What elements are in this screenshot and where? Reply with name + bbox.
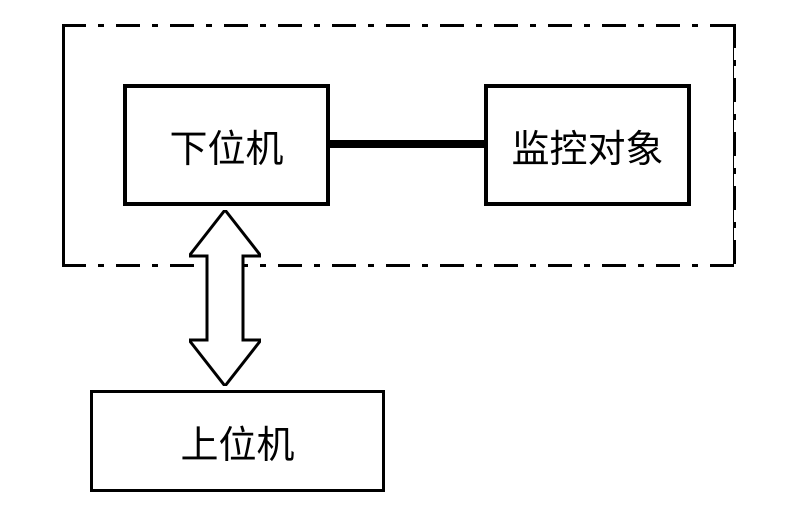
edge-lower-target [330, 140, 484, 148]
dashed-group-top [62, 24, 736, 27]
edge-lower-upper-double-arrow [189, 210, 261, 386]
node-upper-machine-label: 上位机 [180, 414, 294, 469]
dashed-group-bottom [62, 264, 736, 267]
dashed-group-left [62, 24, 65, 267]
node-monitor-target-label: 监控对象 [511, 118, 663, 173]
node-lower-machine: 下位机 [123, 84, 330, 206]
node-monitor-target: 监控对象 [484, 84, 691, 206]
node-lower-machine-label: 下位机 [169, 118, 283, 173]
node-upper-machine: 上位机 [90, 390, 385, 492]
dashed-group-right [733, 24, 736, 267]
